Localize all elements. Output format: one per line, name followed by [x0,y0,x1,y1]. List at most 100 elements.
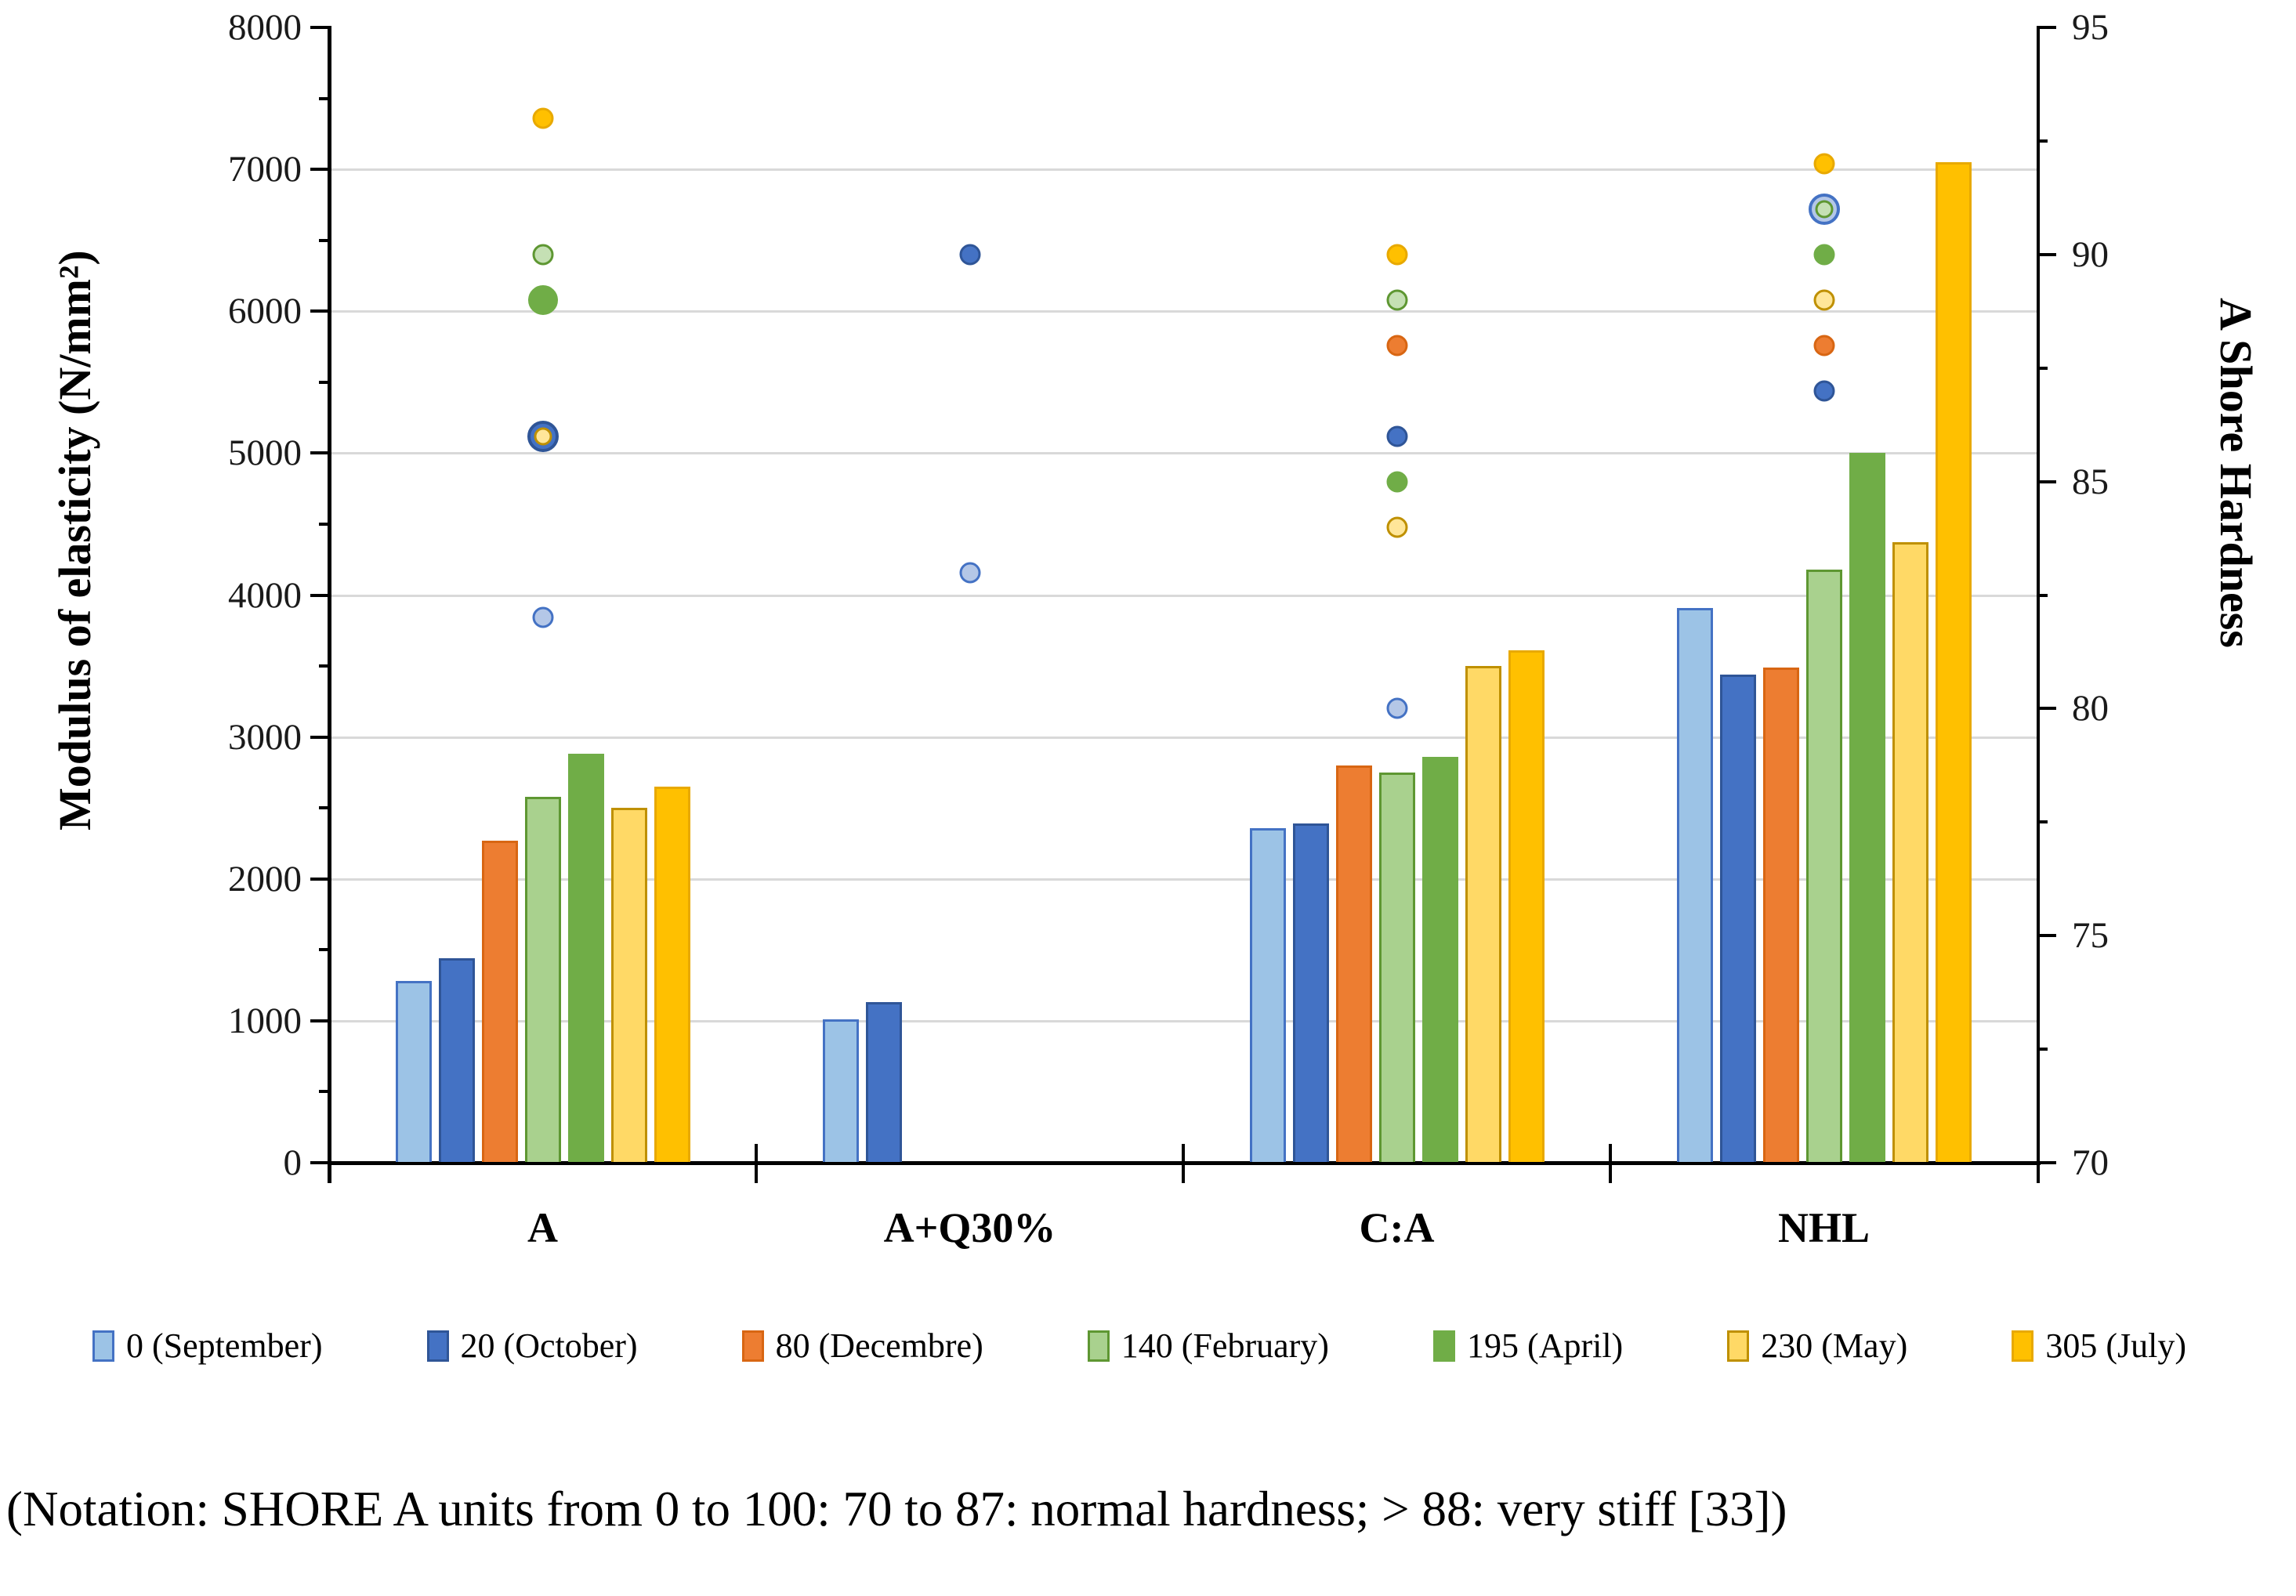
left-tick-3000 [310,735,329,739]
legend-swatch [2012,1330,2034,1362]
marker-A-195 (April) [527,284,558,315]
bar-A+Q30%-0 (September) [822,1019,859,1162]
left-tick-500 [319,1090,329,1094]
bar-NHL-230 (May) [1892,542,1928,1162]
gridline-3000 [329,736,2037,739]
right-tick-90 [2037,252,2056,256]
legend-label: 195 (April) [1467,1326,1624,1365]
legend-swatch [92,1330,114,1362]
bar-C:A-20 (October) [1292,823,1329,1162]
left-tick-label-6000: 6000 [228,291,302,332]
bar-NHL-195 (April) [1849,453,1885,1162]
left-tick-2000 [310,877,329,881]
left-tick-3500 [319,664,329,668]
legend-swatch [741,1330,764,1362]
gridline-7000 [329,168,2037,172]
marker-NHL-80 (Decembre) [1813,335,1834,356]
left-tick-7000 [310,168,329,172]
legend-swatch [1727,1330,1750,1362]
gridline-4000 [329,594,2037,597]
marker-C:A-305 (July) [1386,244,1407,266]
left-tick-5000 [310,451,329,455]
marker-A+Q30%-20 (October) [959,244,980,266]
bar-C:A-0 (September) [1249,827,1286,1162]
right-tick-72.5 [2037,1048,2048,1051]
left-tick-label-4000: 4000 [228,574,302,616]
bar-C:A-195 (April) [1421,756,1458,1162]
marker-A-20 (October) [527,420,559,452]
category-label-A+Q30%: A+Q30% [883,1204,1056,1251]
bar-C:A-140 (February) [1378,772,1415,1162]
right-tick-label-80: 80 [2072,688,2109,729]
bar-A-305 (July) [654,787,690,1162]
bar-A-140 (February) [524,796,561,1162]
marker-C:A-20 (October) [1386,425,1407,447]
marker-C:A-230 (May) [1386,516,1407,538]
category-label-NHL: NHL [1777,1204,1870,1251]
legend-swatch [1433,1330,1456,1362]
category-label-A: A [527,1204,558,1251]
bar-NHL-140 (February) [1805,569,1842,1162]
bar-A-80 (Decembre) [481,840,518,1162]
bar-NHL-305 (July) [1935,162,1972,1162]
right-tick-label-70: 70 [2072,1142,2109,1183]
left-tick-label-5000: 5000 [228,432,302,474]
legend-label: 230 (May) [1761,1326,1908,1365]
chart-legend: 0 (September) 20 (October) 80 (Decembre) 14… [92,1326,2186,1366]
left-tick-4500 [319,522,329,526]
marker-A-140 (February) [532,244,553,266]
gridline-5000 [329,452,2037,455]
marker-NHL-140 (February) [1815,200,1833,219]
left-tick-2500 [319,806,329,810]
x-boundary-tick [1182,1144,1185,1183]
right-tick-92.5 [2037,139,2048,143]
gridline-2000 [329,878,2037,881]
right-axis-line [2037,26,2040,1183]
marker-A-305 (July) [532,107,553,129]
legend-label: 80 (Decembre) [775,1326,983,1365]
bar-C:A-230 (May) [1465,666,1501,1162]
bar-NHL-80 (Decembre) [1762,667,1799,1162]
right-tick-label-85: 85 [2072,461,2109,502]
left-tick-0 [310,1161,329,1164]
bar-A-20 (October) [438,958,475,1162]
x-boundary-tick [755,1144,758,1183]
legend-item-80 (Decembre): 80 (Decembre) [741,1326,983,1366]
left-tick-label-8000: 8000 [228,7,302,48]
left-tick-4000 [310,593,329,597]
left-tick-8000 [310,26,329,29]
left-tick-label-3000: 3000 [228,716,302,758]
left-tick-label-2000: 2000 [228,858,302,899]
marker-C:A-195 (April) [1386,471,1407,493]
gridline-1000 [329,1019,2037,1022]
left-tick-label-0: 0 [283,1142,302,1183]
right-tick-77.5 [2037,820,2048,824]
marker-A-0 (September) [532,606,553,628]
bar-A+Q30%-20 (October) [865,1002,902,1162]
legend-label: 20 (October) [460,1326,638,1365]
legend-item-20 (October): 20 (October) [426,1326,638,1366]
left-tick-6500 [319,238,329,242]
marker-C:A-140 (February) [1386,289,1407,311]
legend-label: 0 (September) [126,1326,323,1365]
marker-NHL-20 (October) [1813,380,1834,402]
bar-A-230 (May) [610,808,647,1162]
marker-NHL-305 (July) [1813,153,1834,175]
bar-A-0 (September) [395,981,432,1162]
legend-label: 305 (July) [2045,1326,2186,1365]
legend-item-230 (May): 230 (May) [1727,1326,1907,1366]
right-tick-82.5 [2037,593,2048,597]
left-axis-line [328,26,331,1183]
x-boundary-tick [1609,1144,1612,1183]
right-tick-label-90: 90 [2072,233,2109,275]
bar-C:A-80 (Decembre) [1335,765,1372,1162]
legend-swatch [1087,1330,1110,1362]
right-tick-label-95: 95 [2072,7,2109,48]
right-tick-95 [2037,26,2056,29]
marker-NHL-230 (May) [1813,289,1834,311]
legend-item-305 (July): 305 (July) [2012,1326,2186,1366]
left-tick-1500 [319,948,329,952]
legend-item-140 (February): 140 (February) [1087,1326,1329,1366]
bar-NHL-0 (September) [1676,607,1713,1162]
